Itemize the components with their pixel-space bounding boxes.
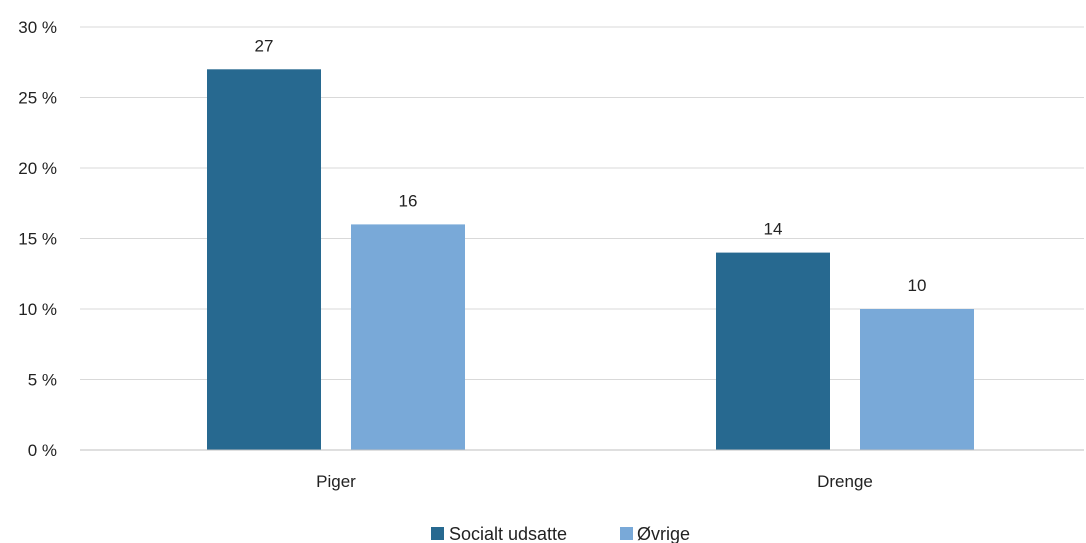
data-label: 16: [399, 191, 418, 210]
legend-label-1: Øvrige: [637, 524, 690, 543]
data-label: 14: [764, 220, 783, 239]
bar-piger-series-1: [351, 224, 465, 450]
y-tick-label: 5 %: [28, 371, 57, 390]
data-label: 10: [908, 276, 927, 295]
bar-drenge-series-1: [860, 309, 974, 450]
data-label: 27: [255, 36, 274, 55]
legend-label-0: Socialt udsatte: [449, 524, 567, 543]
y-tick-label: 15 %: [18, 230, 57, 249]
y-tick-label: 0 %: [28, 441, 57, 460]
category-label-drenge: Drenge: [817, 472, 873, 491]
y-axis: 0 % 5 % 10 % 15 % 20 % 25 % 30 %: [18, 18, 57, 460]
category-label-piger: Piger: [316, 472, 356, 491]
bars: [207, 69, 974, 451]
legend: Socialt udsatte Øvrige: [431, 524, 690, 543]
data-labels: 27 14 16 10: [255, 36, 927, 295]
y-tick-label: 25 %: [18, 89, 57, 108]
legend-swatch-0: [431, 527, 444, 540]
y-tick-label: 30 %: [18, 18, 57, 37]
legend-swatch-1: [620, 527, 633, 540]
y-tick-label: 20 %: [18, 159, 57, 178]
x-axis: Piger Drenge: [80, 449, 1084, 491]
bar-piger-series-0: [207, 69, 321, 451]
bar-drenge-series-0: [716, 252, 830, 450]
y-tick-label: 10 %: [18, 300, 57, 319]
